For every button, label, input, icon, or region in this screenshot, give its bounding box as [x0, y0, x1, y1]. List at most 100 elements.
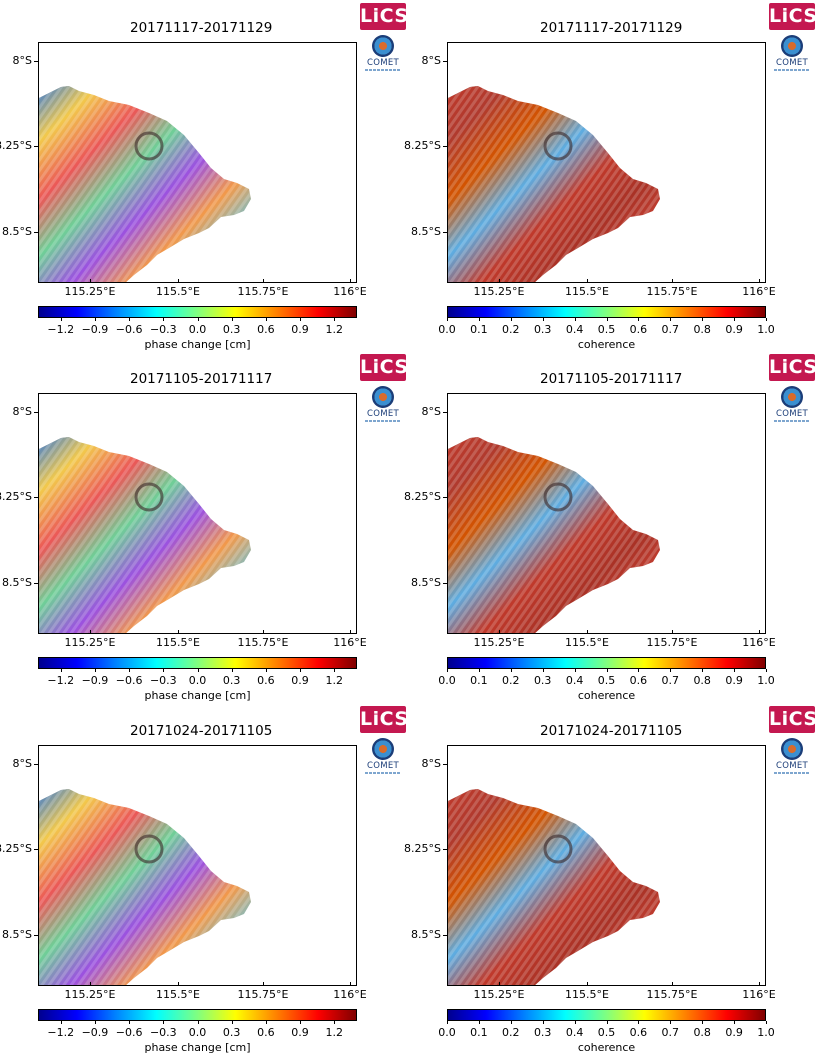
colorbar-tick	[60, 318, 62, 321]
colorbar-tick-label: 0.0	[438, 323, 456, 336]
comet-icon	[372, 386, 394, 408]
coherence-colorbar	[447, 306, 766, 318]
y-tick	[443, 146, 447, 147]
x-tick	[90, 982, 91, 986]
colorbar-tick-label: −1.2	[47, 323, 75, 336]
y-tick	[34, 497, 38, 498]
colorbar-tick	[542, 1021, 544, 1024]
colorbar-tick	[265, 318, 267, 321]
y-tick-label: 8.5°S	[2, 928, 32, 941]
colorbar-tick-label: 0.0	[188, 1026, 207, 1039]
comet-tagline-graphic	[365, 420, 401, 422]
colorbar-tick	[163, 318, 165, 321]
colorbar-tick-label: 0.7	[661, 1026, 680, 1039]
colorbar-tick	[734, 318, 736, 321]
colorbar-tick	[334, 1021, 336, 1024]
comet-icon	[372, 738, 394, 760]
x-tick-label: 115.25°E	[64, 285, 116, 298]
y-tick	[34, 935, 38, 936]
lics-logo: LiCS	[769, 706, 817, 733]
colorbar-tick	[702, 669, 704, 672]
y-tick	[34, 232, 38, 233]
colorbar-tick-label: 0.5	[597, 1026, 616, 1039]
x-tick-label: 115.25°E	[473, 988, 525, 1001]
colorbar-tick-label: −0.9	[81, 674, 109, 687]
colorbar-tick	[670, 318, 672, 321]
colorbar-title: coherence	[577, 338, 636, 351]
y-tick	[34, 61, 38, 62]
colorbar-tick	[94, 669, 96, 672]
colorbar-tick-label: −1.2	[47, 1026, 75, 1039]
phase-colorbar	[38, 306, 357, 318]
colorbar-tick-label: 0.4	[565, 1026, 584, 1039]
colorbar-tick	[94, 1021, 96, 1024]
colorbar-tick	[60, 1021, 62, 1024]
comet-logo: COMET	[361, 35, 405, 71]
colorbar-tick-label: 0.9	[725, 323, 743, 336]
y-tick-label: 8.5°S	[411, 225, 441, 238]
colorbar-tick-label: 0.3	[533, 323, 552, 336]
colorbar-tick-label: 0.6	[257, 1026, 275, 1039]
x-tick	[499, 630, 500, 634]
colorbar-tick-label: −0.9	[81, 323, 109, 336]
colorbar-tick	[702, 1021, 704, 1024]
lics-logo: LiCS	[769, 354, 817, 381]
colorbar-tick	[766, 669, 767, 672]
interferogram-image	[39, 789, 251, 985]
colorbar-tick	[510, 1021, 512, 1024]
colorbar-tick	[510, 669, 512, 672]
x-tick-label: 115.5°E	[565, 988, 609, 1001]
phase-colorbar	[38, 657, 357, 669]
y-tick	[443, 232, 447, 233]
y-tick	[443, 764, 447, 765]
x-tick-label: 116°E	[742, 636, 776, 649]
x-tick-label: 115.25°E	[473, 636, 525, 649]
x-tick-label: 116°E	[333, 636, 367, 649]
y-tick-label: 8°S	[12, 757, 32, 770]
comet-logo: COMET	[770, 738, 814, 774]
lics-logo: LiCS	[360, 3, 408, 30]
comet-icon	[781, 35, 803, 57]
x-tick	[672, 630, 673, 634]
colorbar-tick	[334, 318, 336, 321]
colorbar-tick	[702, 318, 704, 321]
colorbar-tick-label: 0.6	[257, 674, 275, 687]
y-tick	[443, 61, 447, 62]
comet-icon	[781, 738, 803, 760]
colorbar-tick-label: 0.3	[222, 1026, 241, 1039]
x-tick	[759, 630, 760, 634]
y-tick-label: 8.5°S	[411, 928, 441, 941]
panel-title: 20171024-20171105	[540, 723, 683, 739]
colorbar-tick-label: 0.3	[533, 674, 552, 687]
comet-logo: COMET	[361, 738, 405, 774]
colorbar-tick	[129, 318, 131, 321]
x-tick-label: 116°E	[742, 285, 776, 298]
y-tick-label: 8.25°S	[0, 490, 32, 503]
terrain-texture	[448, 86, 660, 282]
y-tick	[443, 583, 447, 584]
x-tick	[90, 630, 91, 634]
coherence-image	[448, 789, 660, 985]
y-tick-label: 8.25°S	[0, 139, 32, 152]
colorbar-tick-label: 0.0	[438, 674, 456, 687]
panel-title: 20171117-20171129	[130, 20, 273, 36]
y-tick	[443, 935, 447, 936]
colorbar-tick	[542, 318, 544, 321]
colorbar-tick-label: 0.3	[222, 323, 241, 336]
colorbar-title: phase change [cm]	[144, 338, 251, 351]
colorbar-tick	[542, 669, 544, 672]
x-tick-label: 115.75°E	[646, 636, 698, 649]
y-tick-label: 8.25°S	[404, 139, 441, 152]
crater-ring	[134, 482, 164, 512]
map-panel-phase: 20171117-20171129 LiCS COMET 8°S 8.25°S 8.5°S…	[0, 0, 409, 351]
colorbar-tick	[94, 318, 96, 321]
x-tick	[178, 630, 179, 634]
colorbar-tick-label: 0.0	[188, 674, 207, 687]
colorbar-tick	[197, 1021, 199, 1024]
x-tick	[263, 982, 264, 986]
colorbar-tick-label: 0.4	[565, 674, 584, 687]
colorbar-title: coherence	[577, 689, 636, 702]
x-tick-label: 115.5°E	[156, 285, 200, 298]
colorbar-tick-label: 0.5	[597, 674, 616, 687]
comet-tagline-graphic	[774, 772, 810, 774]
